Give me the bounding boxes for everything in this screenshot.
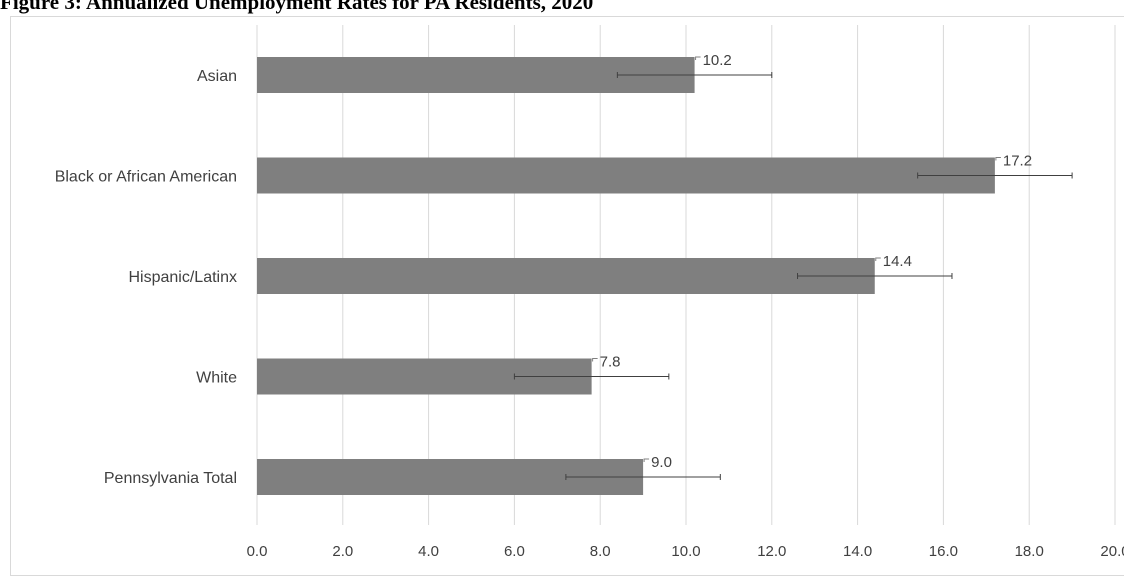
data-label-leader bbox=[592, 358, 598, 362]
x-tick-label: 2.0 bbox=[332, 543, 353, 560]
data-label: 9.0 bbox=[651, 454, 672, 471]
data-label-leader bbox=[875, 257, 881, 261]
category-label: Pennsylvania Total bbox=[104, 470, 237, 487]
data-label: 7.8 bbox=[600, 354, 621, 371]
x-tick-label: 12.0 bbox=[757, 543, 786, 560]
category-label: Asian bbox=[197, 68, 237, 85]
data-label-leader bbox=[995, 157, 1001, 161]
x-tick-label: 14.0 bbox=[843, 543, 872, 560]
figure-title: Figure 3: Annualized Unemployment Rates … bbox=[0, 0, 594, 14]
x-tick-label: 8.0 bbox=[590, 543, 611, 560]
x-tick-label: 6.0 bbox=[504, 543, 525, 560]
x-tick-label: 10.0 bbox=[671, 543, 700, 560]
x-tick-label: 4.0 bbox=[418, 543, 439, 560]
category-label: White bbox=[196, 370, 237, 387]
x-tick-label: 16.0 bbox=[929, 543, 958, 560]
data-label-leader bbox=[643, 458, 650, 462]
category-label: Black or African American bbox=[55, 169, 237, 186]
data-label: 14.4 bbox=[883, 253, 912, 270]
bar bbox=[257, 258, 875, 294]
category-label: Hispanic/Latinx bbox=[129, 269, 238, 286]
x-tick-label: 0.0 bbox=[247, 543, 268, 560]
data-label-leader bbox=[695, 56, 701, 60]
bar-chart: 0.0 2.0 4.0 6.0 8.0 10.0 12.0 14.0 16.0 18.0 20.0 A… bbox=[55, 25, 1124, 560]
x-tick-label: 18.0 bbox=[1015, 543, 1044, 560]
data-label: 10.2 bbox=[703, 52, 732, 69]
data-label: 17.2 bbox=[1003, 153, 1032, 170]
bar bbox=[257, 157, 995, 194]
x-tick-label: 20.0 bbox=[1100, 543, 1124, 560]
